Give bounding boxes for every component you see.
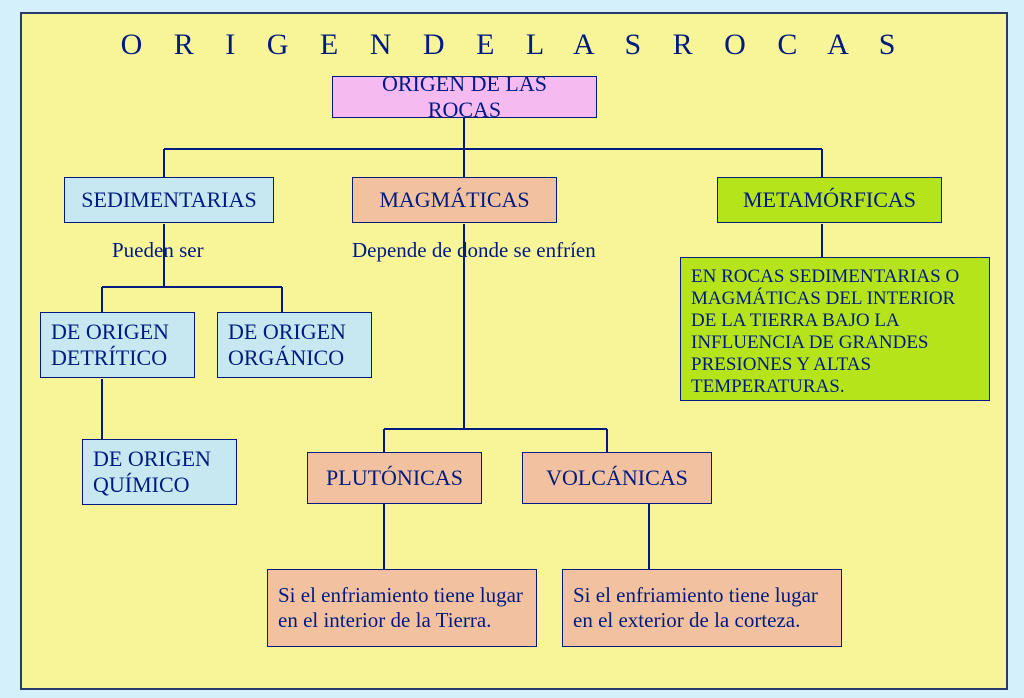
node-sedimentarias-label: SEDIMENTARIAS xyxy=(81,187,256,213)
node-root: ORIGEN DE LAS ROCAS xyxy=(332,76,597,118)
label-pueden-ser: Pueden ser xyxy=(112,238,204,263)
node-volcanicas-desc: Si el enfriamiento tiene lugar en el ext… xyxy=(562,569,842,647)
node-quimico: DE ORIGEN QUÍMICO xyxy=(82,439,237,505)
node-root-label: ORIGEN DE LAS ROCAS xyxy=(343,71,586,123)
node-metamorficas: METAMÓRFICAS xyxy=(717,177,942,223)
node-plutonicas-desc-label: Si el enfriamiento tiene lugar en el int… xyxy=(278,583,526,633)
node-quimico-label: DE ORIGEN QUÍMICO xyxy=(93,446,226,498)
node-organico-label: DE ORIGEN ORGÁNICO xyxy=(228,319,361,371)
node-plutonicas-desc: Si el enfriamiento tiene lugar en el int… xyxy=(267,569,537,647)
node-plutonicas-label: PLUTÓNICAS xyxy=(326,465,463,491)
node-metamorficas-label: METAMÓRFICAS xyxy=(743,187,916,213)
node-volcanicas-desc-label: Si el enfriamiento tiene lugar en el ext… xyxy=(573,583,831,633)
node-magmaticas: MAGMÁTICAS xyxy=(352,177,557,223)
node-plutonicas: PLUTÓNICAS xyxy=(307,452,482,504)
node-organico: DE ORIGEN ORGÁNICO xyxy=(217,312,372,378)
page-title: O R I G E N D E L A S R O C A S xyxy=(22,28,1006,62)
node-sedimentarias: SEDIMENTARIAS xyxy=(64,177,274,223)
diagram-frame: O R I G E N D E L A S R O C A S xyxy=(20,12,1008,690)
node-metamorficas-desc-label: EN ROCAS SEDIMENTARIAS O MAGMÁTICAS DEL … xyxy=(691,266,979,398)
node-volcanicas-label: VOLCÁNICAS xyxy=(546,465,688,491)
node-metamorficas-desc: EN ROCAS SEDIMENTARIAS O MAGMÁTICAS DEL … xyxy=(680,257,990,401)
node-volcanicas: VOLCÁNICAS xyxy=(522,452,712,504)
node-detritico: DE ORIGEN DETRÍTICO xyxy=(40,312,195,378)
node-detritico-label: DE ORIGEN DETRÍTICO xyxy=(51,319,184,371)
label-depende: Depende de donde se enfríen xyxy=(352,238,596,263)
node-magmaticas-label: MAGMÁTICAS xyxy=(379,187,529,213)
